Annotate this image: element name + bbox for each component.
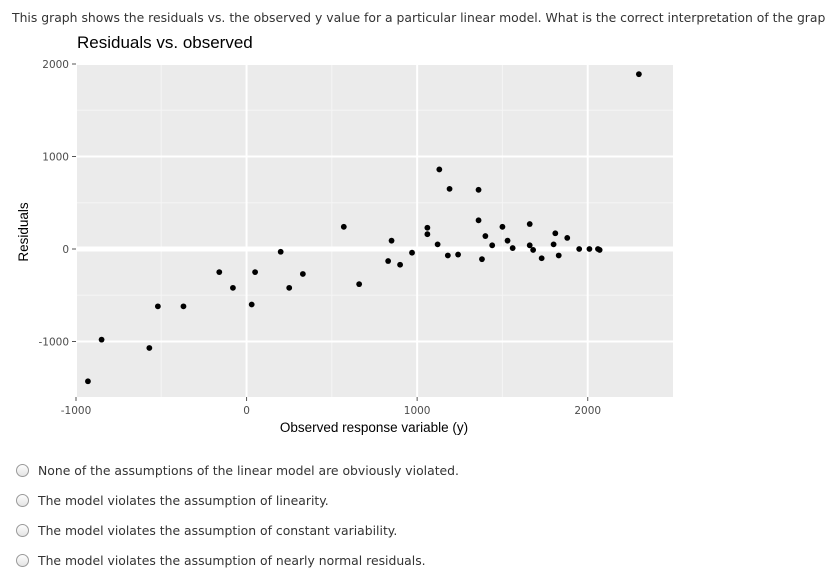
y-tick-label: 0 [62, 244, 69, 256]
data-point [424, 224, 431, 231]
x-tick-label: 2000 [574, 405, 601, 417]
data-point [356, 281, 363, 288]
data-point [489, 242, 496, 249]
data-point [388, 237, 395, 244]
x-axis-label: Observed response variable (y) [280, 420, 468, 435]
data-point [475, 217, 482, 224]
data-point [552, 230, 559, 237]
x-tick-label: 1000 [404, 405, 431, 417]
radio-button[interactable] [16, 463, 29, 477]
data-point [576, 246, 583, 252]
data-point [446, 185, 453, 192]
grid-layer [75, 63, 673, 397]
y-tick-label: 2000 [42, 59, 69, 71]
option-1[interactable]: None of the assumptions of the linear mo… [16, 455, 459, 485]
data-point [482, 233, 489, 239]
data-point [397, 261, 403, 268]
option-label: The model violates the assumption of lin… [38, 492, 329, 508]
data-point [509, 245, 516, 251]
y-tick-label: 1000 [42, 152, 69, 164]
data-point [299, 271, 306, 277]
data-point [248, 301, 255, 308]
data-point [586, 246, 593, 252]
data-point [550, 241, 557, 248]
answer-options: None of the assumptions of the linear mo… [16, 455, 459, 575]
data-point [146, 345, 153, 351]
data-point [85, 378, 91, 385]
plot-panel [76, 64, 673, 397]
data-point [504, 237, 511, 244]
data-point [436, 166, 443, 173]
y-tick-label: -1000 [38, 337, 69, 349]
radio-button[interactable] [16, 523, 29, 537]
x-tick-label: -1000 [61, 405, 92, 417]
option-label: The model violates the assumption of nea… [38, 552, 426, 568]
data-point [479, 256, 485, 263]
option-3[interactable]: The model violates the assumption of con… [16, 515, 459, 545]
data-point [98, 336, 105, 343]
data-point [385, 258, 392, 264]
data-point [216, 269, 223, 276]
data-point [530, 247, 537, 253]
data-point [340, 223, 347, 230]
data-point [230, 284, 236, 291]
radio-button[interactable] [16, 553, 29, 567]
data-point [409, 249, 415, 256]
data-point [424, 231, 431, 238]
option-4[interactable]: The model violates the assumption of nea… [16, 545, 459, 575]
data-point [499, 223, 506, 230]
radio-button[interactable] [16, 493, 29, 507]
data-point [526, 221, 533, 227]
data-point [555, 252, 562, 259]
data-point [434, 241, 441, 248]
chart-title: Residuals vs. observed [77, 33, 253, 52]
data-point [635, 71, 642, 78]
data-point [180, 303, 187, 310]
option-2[interactable]: The model violates the assumption of lin… [16, 485, 459, 515]
option-label: None of the assumptions of the linear mo… [38, 462, 459, 478]
data-point [444, 252, 451, 259]
residuals-scatter-chart: -1000 0 1000 2000 -1000 0 1000 2000 Observed re… [16, 59, 673, 435]
y-axis-label: Residuals [16, 202, 31, 262]
data-point [286, 284, 293, 291]
axes-layer: -1000 0 1000 2000 -1000 0 1000 2000 [38, 59, 601, 417]
data-point [154, 303, 161, 310]
data-point [526, 242, 533, 249]
option-label: The model violates the assumption of con… [38, 522, 398, 538]
data-point [455, 251, 461, 258]
data-point [564, 235, 571, 241]
points-layer [85, 71, 642, 385]
data-point [277, 248, 284, 255]
data-point [596, 247, 603, 253]
x-tick-label: 0 [243, 405, 250, 417]
question-text: This graph shows the residuals vs. the o… [12, 10, 826, 25]
data-point [538, 255, 545, 262]
data-point [475, 186, 482, 193]
data-point [252, 269, 258, 276]
